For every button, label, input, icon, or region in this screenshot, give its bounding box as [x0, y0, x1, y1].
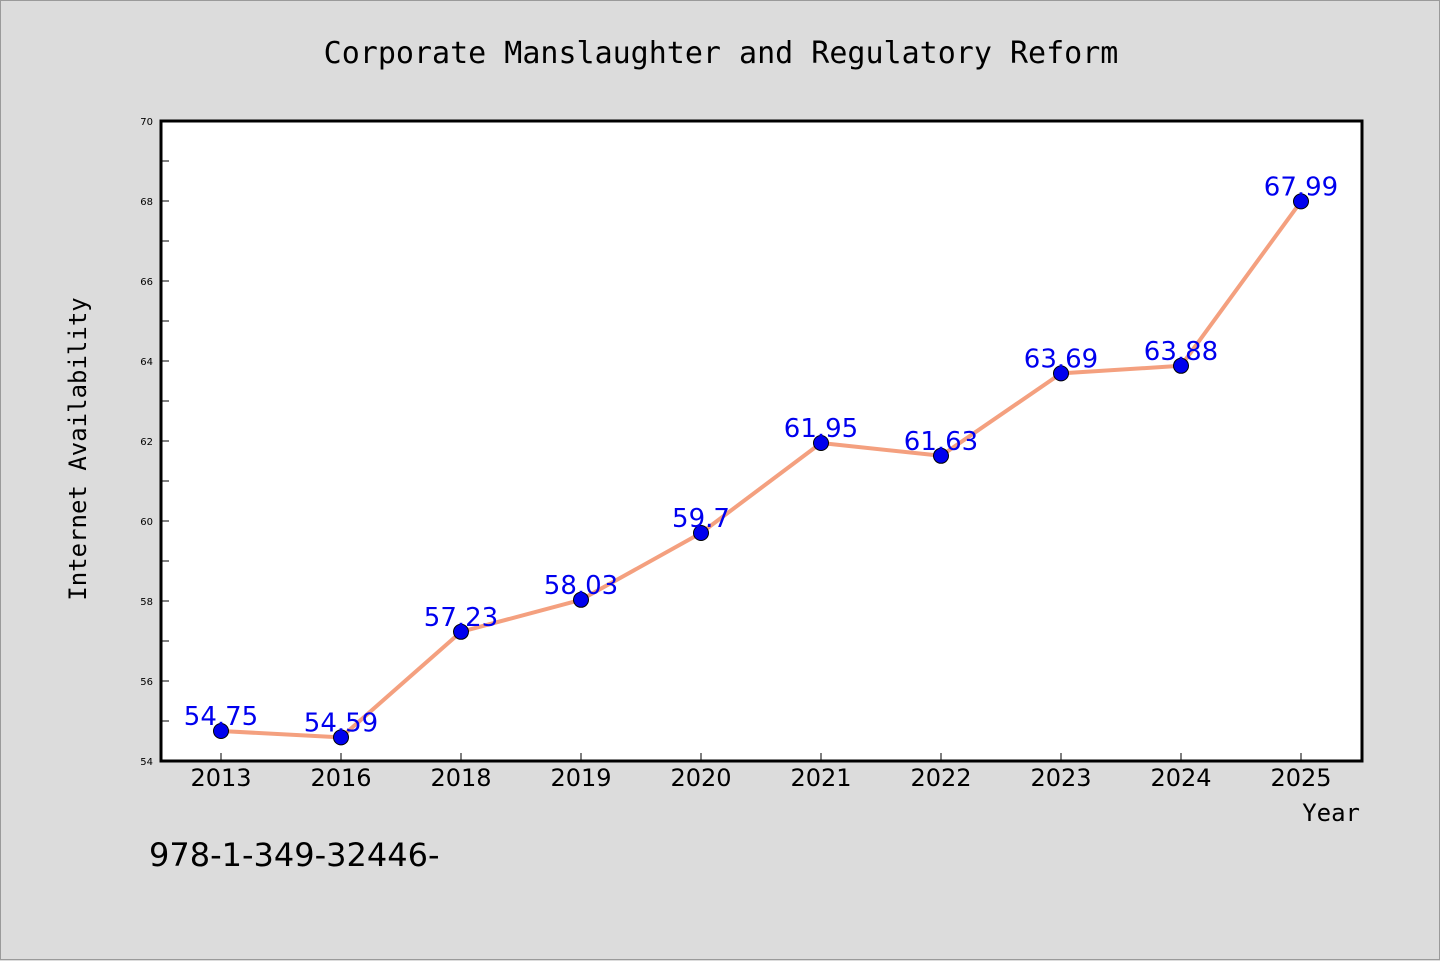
- y-tick-label: 60: [140, 517, 153, 528]
- y-tick-label: 62: [140, 437, 153, 448]
- data-point-marker: [1053, 365, 1069, 382]
- x-tick-label: 2013: [190, 764, 251, 792]
- x-tick-label: 2019: [550, 764, 611, 792]
- x-tick-label: 2016: [310, 764, 371, 792]
- data-point-marker: [813, 435, 829, 451]
- chart-title: Corporate Manslaughter and Regulatory Re…: [324, 36, 1119, 71]
- y-tick-label: 64: [140, 357, 153, 368]
- x-tick-label: 2018: [430, 764, 491, 792]
- x-tick-label: 2020: [670, 764, 731, 792]
- data-point-label: 63.69: [1024, 344, 1098, 374]
- data-point-label: 61.95: [784, 414, 858, 444]
- data-labels: 54.75 54.59 57.23 58.03 59.7 61.95 61.63 63.69 6…: [184, 172, 1338, 738]
- data-point-label: 63.88: [1144, 337, 1218, 367]
- x-axis-label: Year: [1302, 799, 1360, 827]
- y-axis-label: Internet Availability: [64, 297, 92, 600]
- data-point-marker: [693, 525, 709, 541]
- data-point-marker: [573, 591, 589, 608]
- data-point-label: 67.99: [1264, 172, 1338, 202]
- data-point-label: 61.63: [904, 427, 978, 457]
- y-tick-label: 54: [140, 757, 153, 768]
- data-point-label: 59.7: [672, 504, 730, 534]
- data-point-marker: [1173, 357, 1189, 374]
- data-point-label: 58.03: [544, 571, 618, 601]
- data-point-marker: [933, 447, 949, 464]
- footer-text: 978-1-349-32446-: [149, 836, 440, 874]
- series-line: [219, 199, 1303, 740]
- x-tick-label: 2025: [1270, 764, 1331, 792]
- x-axis: 2013 2016 2018 2019 2020 2021 2022 2023 2024 2025: [190, 753, 1332, 792]
- y-tick-label: 68: [140, 197, 153, 208]
- series-markers: [213, 193, 1309, 746]
- data-point-marker: [453, 623, 469, 640]
- x-tick-label: 2024: [1150, 764, 1211, 792]
- y-tick-label: 66: [140, 277, 153, 288]
- data-point-marker: [333, 729, 349, 746]
- x-tick-label: 2021: [790, 764, 851, 792]
- y-tick-label: 58: [140, 597, 153, 608]
- plot-frame: [159, 119, 1364, 763]
- y-axis: 54 56 58 60 62 64 66 68 70: [140, 117, 169, 768]
- y-tick-label: 70: [140, 117, 153, 128]
- data-point-label: 54.59: [304, 708, 378, 738]
- x-tick-label: 2022: [910, 764, 971, 792]
- data-point-marker: [1293, 193, 1309, 210]
- data-point-label: 54.75: [184, 702, 258, 732]
- data-point-marker: [213, 723, 229, 739]
- plot-area: [161, 121, 1362, 761]
- x-tick-label: 2023: [1030, 764, 1091, 792]
- y-tick-label: 56: [140, 677, 153, 688]
- data-point-label: 57.23: [424, 603, 498, 633]
